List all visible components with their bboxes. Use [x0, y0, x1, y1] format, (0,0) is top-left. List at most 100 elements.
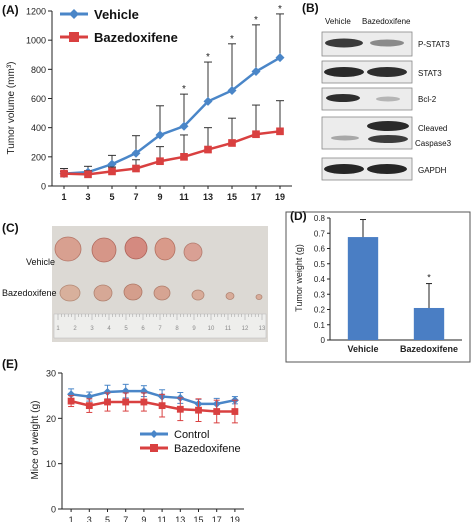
chart-a-legend: Vehicle Bazedoxifene: [60, 7, 178, 45]
ruler-number: 12: [242, 326, 249, 332]
x-tick-label: 7: [133, 192, 138, 202]
x-tick-label: 15: [227, 192, 237, 202]
point-bazedoxifene: [67, 397, 75, 405]
significance-marker: *: [254, 15, 258, 26]
tumor-vehicle: [154, 237, 176, 261]
panel-label-c: (C): [2, 221, 19, 235]
significance-marker: *: [278, 4, 282, 15]
tumor-bazedoxifene: [123, 283, 143, 301]
ruler-number: 7: [158, 326, 162, 332]
point-bazedoxifene: [104, 398, 111, 406]
chart-a-series: * * * * *: [59, 4, 285, 179]
y-tick-label: 0: [41, 182, 46, 192]
point-bazedoxifene: [276, 127, 284, 136]
y-tick-label: 0.3: [314, 290, 326, 299]
y-tick-label: 0.7: [314, 229, 326, 238]
point-bazedoxifene: [158, 402, 166, 410]
point-bazedoxifene: [140, 398, 148, 406]
ruler-ticks: 1 2 3 4 5 6 7 8 9 10 11 12 13: [56, 314, 266, 332]
y-tick-label: 600: [31, 94, 46, 104]
tumor-volume-chart: Tumor volume (mm³) 0 200 400 600 800 1000 1200…: [6, 4, 292, 202]
tumor-vehicle: [54, 236, 82, 262]
y-tick-label: 0: [321, 336, 326, 345]
y-tick-label: 0: [51, 505, 56, 515]
y-tick-label: 30: [46, 369, 56, 379]
point-vehicle: [131, 148, 141, 158]
point-vehicle: [155, 130, 165, 140]
x-tick-label: 9: [157, 192, 162, 202]
legend-vehicle-marker: [69, 9, 79, 19]
panel-label-e: (E): [2, 357, 18, 371]
y-tick-label: 400: [31, 123, 46, 133]
ruler-number: 10: [208, 326, 215, 332]
y-tick-label: 0.4: [314, 275, 326, 284]
point-bazedoxifene: [176, 405, 184, 413]
tumor-bazedoxifene: [191, 289, 205, 301]
panel-label-d: (D): [290, 209, 307, 223]
point-bazedoxifene: [85, 402, 93, 410]
chart-a-ylabel: Tumor volume (mm³): [6, 62, 17, 155]
point-bazedoxifene: [122, 398, 130, 406]
ruler-number: 3: [90, 326, 94, 332]
significance-marker: *: [427, 273, 431, 283]
point-vehicle: [227, 85, 237, 95]
tumor-bazedoxifene: [225, 292, 235, 300]
ruler-number: 2: [73, 326, 77, 332]
chart-e-legend: Control Bazedoxifene: [140, 429, 241, 455]
series-line-bazedoxifene: [63, 130, 281, 176]
y-tick-label: 10: [46, 459, 56, 469]
y-tick-label: 0.1: [314, 321, 326, 330]
y-tick-label: 200: [31, 152, 46, 162]
blot-label-p-stat3: P-STAT3: [418, 40, 450, 49]
ruler-number: 4: [107, 326, 111, 332]
x-tick-label: 3: [87, 515, 92, 522]
y-tick-label: 800: [31, 65, 46, 75]
x-tick-label: 13: [203, 192, 213, 202]
point-vehicle: [275, 53, 285, 63]
legend-bazedoxifene-e-label: Bazedoxifene: [174, 443, 241, 455]
point-control: [67, 390, 76, 399]
ruler-number: 9: [192, 326, 196, 332]
blot-row-cleaved-caspase3: Cleaved Caspase3: [321, 116, 452, 150]
x-tick-label: 13: [175, 515, 185, 522]
panel-label-b: (B): [302, 1, 319, 15]
blot-label-bcl-2: Bcl-2: [418, 95, 437, 104]
x-tick-label: 7: [123, 515, 128, 522]
point-vehicle: [203, 96, 213, 106]
chart-e-series: [67, 383, 239, 424]
point-bazedoxifene: [156, 157, 164, 166]
tumor-bazedoxifene: [153, 285, 171, 301]
x-tick-label: 5: [109, 192, 114, 202]
point-bazedoxifene: [252, 130, 260, 139]
point-vehicle: [251, 67, 261, 77]
point-control: [103, 388, 112, 397]
point-vehicle: [107, 159, 117, 169]
series-line-vehicle: [63, 56, 281, 175]
tumor-weight-chart: Tumor weight (g) 0 0.1 0.2 0.3 0.4 0.5 0.6 0.7 0…: [285, 211, 471, 363]
x-tick-label: 17: [251, 192, 261, 202]
ruler-number: 13: [259, 326, 266, 332]
legend-vehicle-label: Vehicle: [94, 7, 139, 22]
significance-marker: *: [206, 52, 210, 63]
tumor-bazedoxifene: [255, 294, 263, 300]
blot-label-stat3: STAT3: [418, 69, 442, 78]
x-tick-label: 1: [61, 192, 66, 202]
point-vehicle: [179, 121, 189, 131]
legend-bazedoxifene-marker: [69, 32, 79, 42]
point-bazedoxifene: [195, 406, 202, 414]
x-tick-label: 5: [105, 515, 110, 522]
chart-d-bars: *: [347, 219, 445, 340]
point-bazedoxifene: [180, 153, 188, 161]
x-tick-label: 19: [275, 192, 285, 202]
x-tick-label: 11: [157, 515, 166, 522]
tumor-vehicle: [183, 242, 203, 262]
chart-e-ylabel: Mice of weight (g): [30, 401, 41, 480]
x-tick-label: 3: [85, 192, 90, 202]
x-tick-label: Vehicle: [347, 344, 378, 354]
photo-label-bazedoxifene: Bazedoxifene: [2, 288, 57, 298]
blot-label-caspase3: Caspase3: [415, 139, 452, 148]
y-tick-label: 0.2: [314, 306, 326, 315]
bar-vehicle: [347, 237, 379, 340]
